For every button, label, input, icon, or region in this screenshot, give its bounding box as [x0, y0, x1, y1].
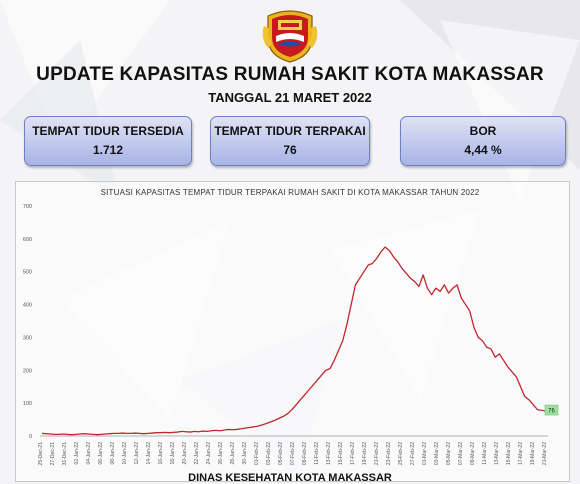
x-tick-label: 17-Mar-22 [518, 442, 524, 465]
x-tick-label: 20-Jan-22 [182, 442, 188, 465]
x-tick-label: 11-Feb-22 [314, 442, 320, 465]
bor-label: BOR [469, 124, 497, 138]
occupied-beds-label: TEMPAT TIDUR TERPAKAI [214, 124, 366, 138]
last-value-label: 76 [548, 409, 555, 415]
x-tick-label: 03-Mar-22 [434, 442, 440, 465]
x-tick-label: 31-Dec-21 [62, 442, 68, 466]
x-tick-label: 16-Jan-22 [158, 442, 164, 465]
x-tick-label: 25-Feb-22 [398, 442, 404, 465]
x-tick-label: 19-Mar-22 [530, 442, 536, 465]
bor-value: 4,44 % [464, 143, 502, 157]
y-tick-label: 200 [23, 368, 32, 374]
x-tick-label: 19-Feb-22 [362, 442, 368, 465]
x-tick-label: 13-Feb-22 [326, 442, 332, 465]
y-tick-label: 700 [23, 204, 32, 210]
x-tick-label: 30-Jan-22 [242, 442, 248, 465]
x-tick-label: 18-Jan-22 [170, 442, 176, 465]
y-tick-label: 400 [23, 303, 32, 309]
series-line [41, 246, 547, 436]
available-beds-label: TEMPAT TIDUR TERSEDIA [32, 124, 184, 138]
bor-card: BOR 4,44 % [400, 116, 566, 166]
x-tick-label: 09-Feb-22 [302, 442, 308, 465]
footer-agency: DINAS KESEHATAN KOTA MAKASSAR [188, 472, 392, 484]
x-tick-label: 01-Mar-22 [422, 442, 428, 465]
x-tick-label: 22-Jan-22 [194, 442, 200, 465]
y-tick-label: 300 [23, 335, 32, 341]
makassar-city-seal-icon [262, 10, 318, 63]
x-tick-label: 25-Dec-21 [38, 442, 44, 466]
x-tick-label: 27-Dec-21 [50, 442, 56, 466]
last-value-label-box [544, 404, 559, 416]
y-tick-label: 0 [29, 434, 32, 440]
x-tick-label: 12-Jan-22 [134, 442, 140, 465]
x-tick-label: 13-Mar-22 [494, 442, 500, 465]
x-tick-label: 11-Mar-22 [482, 442, 488, 465]
x-tick-label: 01-Feb-22 [254, 442, 260, 465]
x-tick-label: 17-Feb-22 [350, 442, 356, 465]
y-tick-label: 100 [23, 401, 32, 407]
x-tick-label: 15-Mar-22 [506, 442, 512, 465]
x-tick-label: 08-Jan-22 [110, 442, 116, 465]
x-tick-label: 04-Jan-22 [86, 442, 92, 465]
x-tick-label: 15-Feb-22 [338, 442, 344, 465]
x-tick-label: 28-Jan-22 [230, 442, 236, 465]
x-tick-label: 07-Mar-22 [458, 442, 464, 465]
date-subtitle: TANGGAL 21 MARET 2022 [208, 90, 372, 105]
x-tick-label: 21-Feb-22 [374, 442, 380, 465]
chart-title: SITUASI KAPASITAS TEMPAT TIDUR TERPAKAI … [100, 188, 480, 197]
x-tick-label: 02-Jan-22 [74, 442, 80, 465]
x-tick-label: 24-Jan-22 [206, 442, 212, 465]
page-title: UPDATE KAPASITAS RUMAH SAKIT KOTA MAKASS… [36, 64, 544, 85]
chart-panel [15, 181, 570, 482]
x-tick-label: 05-Feb-22 [278, 442, 284, 465]
x-tick-label: 09-Mar-22 [470, 442, 476, 465]
available-beds-value: 1.712 [92, 143, 124, 157]
occupied-beds-card: TEMPAT TIDUR TERPAKAI 76 [210, 116, 370, 166]
x-tick-label: 26-Jan-22 [218, 442, 224, 465]
x-tick-label: 07-Feb-22 [290, 442, 296, 465]
x-tick-label: 10-Jan-22 [122, 442, 128, 465]
x-tick-label: 21-Mar-22 [542, 442, 548, 465]
x-tick-label: 06-Jan-22 [98, 442, 104, 465]
y-tick-label: 500 [23, 270, 32, 276]
available-beds-card: TEMPAT TIDUR TERSEDIA 1.712 [24, 116, 192, 166]
x-tick-label: 27-Feb-22 [410, 442, 416, 465]
y-tick-label: 600 [23, 237, 32, 243]
occupied-beds-value: 76 [283, 143, 297, 157]
x-tick-label: 23-Feb-22 [386, 442, 392, 465]
x-tick-label: 05-Mar-22 [446, 442, 452, 465]
x-tick-label: 03-Feb-22 [266, 442, 272, 465]
x-tick-label: 14-Jan-22 [146, 442, 152, 465]
